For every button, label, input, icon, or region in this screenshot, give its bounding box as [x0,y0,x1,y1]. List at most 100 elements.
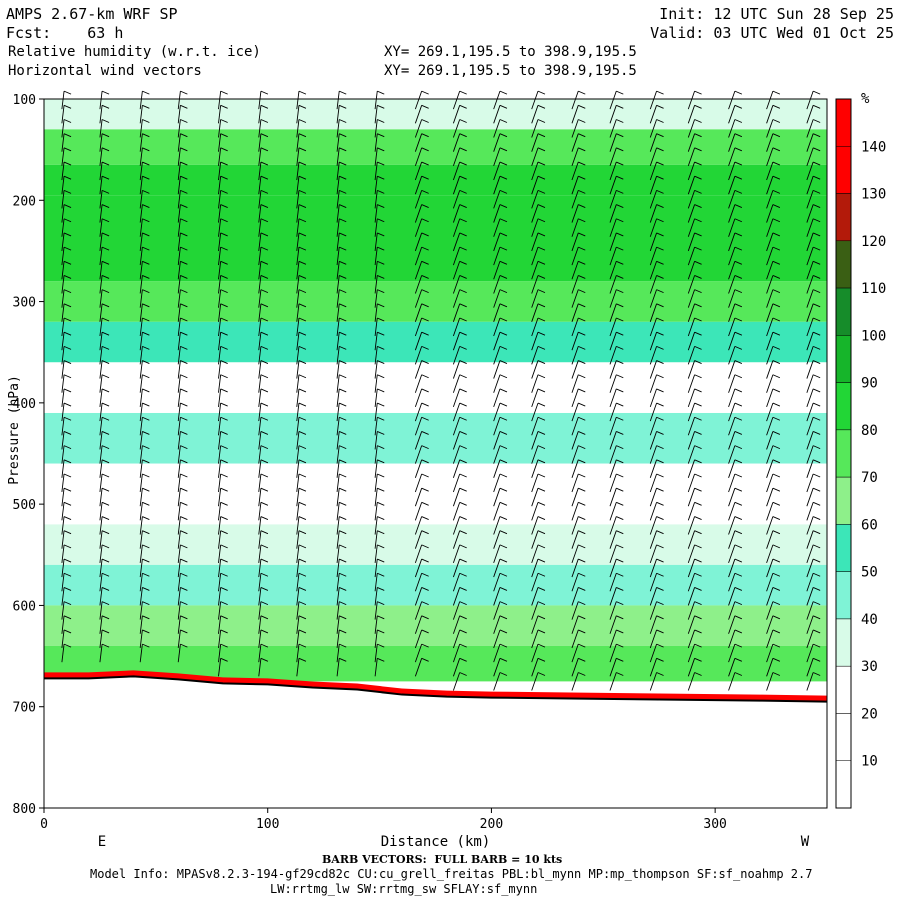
wind-barb-flag-8 [377,374,385,379]
wind-barb-flag-10 [459,303,467,308]
wind-barb-flag-2 [142,558,150,563]
wind-barb-flag-13 [578,133,586,138]
wind-barb-flag-19 [812,445,821,450]
y-tick-label: 700 [13,701,36,716]
wind-barb-shaft-15 [649,204,657,223]
wind-barb-flag-0 [63,530,72,535]
wind-barb-shaft-1 [99,176,103,195]
wind-barb-flag-4 [220,289,228,294]
wind-barb-shaft-1 [99,275,103,294]
wind-barb-flag-10 [459,90,467,95]
wind-barb-flag-15 [656,615,664,620]
wind-barb-flag-7 [339,232,347,237]
wind-barb-flag-14 [616,544,624,549]
wind-barb-shaft-6 [296,544,300,563]
wind-barb-shaft-8 [374,303,378,322]
wind-barb-flag-17 [734,388,743,393]
wind-barb-shaft-10 [452,90,461,110]
wind-barb-shaft-2 [139,615,143,634]
wind-barb-flag-8 [377,402,385,407]
wind-barb-flag-16 [694,572,702,577]
wind-barb-flag-5 [260,360,269,364]
wind-barb-shaft-4 [218,530,222,549]
wind-barb-shaft-19 [806,317,814,337]
y-tick-label: 400 [13,397,36,412]
wind-barb-shaft-17 [728,374,736,393]
xy-range-1: XY= 269.1,195.5 to 398.9,195.5 [384,44,637,60]
wind-barb-flag-1 [101,572,110,577]
wind-barb-shaft-19 [806,176,814,195]
wind-barb-shaft-11 [493,502,501,521]
y-tick-label: 600 [13,599,36,614]
wind-barb-flag-17 [734,303,743,308]
wind-barb-shaft-11 [493,445,501,464]
wind-barb-shaft-19 [806,303,814,322]
wind-barb-shaft-11 [493,332,501,351]
wind-barb-shaft-8 [374,530,378,549]
wind-barb-shaft-5 [258,218,262,237]
wind-barb-shaft-9 [414,232,423,252]
wind-barb-shaft-16 [687,601,696,620]
wind-barb-shaft-5 [258,388,262,407]
wind-barb-flag-10 [459,204,467,208]
wind-barb-shaft-15 [649,417,657,436]
wind-barb-flag-2 [142,530,150,535]
x-tick-label: 0 [40,817,48,832]
wind-barb-shaft-16 [687,161,696,181]
wind-barb-shaft-8 [374,161,378,181]
wind-barb-flag-13 [578,416,586,421]
wind-barb-shaft-8 [374,289,378,308]
wind-barb-shaft-4 [218,629,222,649]
wind-barb-shaft-15 [649,289,657,308]
wind-barb-shaft-15 [649,261,657,280]
wind-barb-shaft-7 [336,644,340,663]
wind-barb-shaft-3 [177,332,181,351]
wind-barb-flag-15 [656,119,664,123]
wind-barb-shaft-2 [139,459,143,478]
wind-barb-shaft-15 [649,672,657,691]
colorbar-segment [835,98,852,147]
wind-barb-shaft-8 [374,502,378,521]
wind-barb-flag-19 [812,147,821,152]
wind-barb-shaft-15 [649,360,657,379]
wind-barb-shaft-12 [531,360,539,379]
wind-barb-shaft-19 [806,615,814,634]
wind-barb-shaft-0 [61,232,65,251]
wind-barb-flag-5 [260,161,269,166]
wind-barb-shaft-0 [61,133,65,152]
wind-barb-shaft-4 [218,573,222,592]
wind-barb-shaft-14 [609,459,617,478]
wind-barb-flag-16 [694,331,702,336]
wind-barb-flag-9 [421,175,429,180]
wind-barb-shaft-7 [336,261,340,280]
wind-barb-flag-8 [377,487,385,492]
wind-barb-shaft-5 [258,403,262,422]
wind-barb-flag-12 [537,119,546,123]
wind-barb-shaft-19 [806,119,814,138]
wind-barb-shaft-10 [452,516,461,535]
wind-barb-flag-13 [578,544,586,549]
wind-barb-shaft-9 [414,629,423,649]
field-label-wind: Horizontal wind vectors [8,63,202,79]
wind-barb-flag-7 [339,431,347,435]
wind-barb-flag-12 [537,147,546,152]
wind-barb-shaft-4 [218,403,222,422]
wind-barb-flag-17 [734,119,743,123]
wind-barb-shaft-17 [728,346,736,365]
wind-barb-shaft-15 [649,388,657,408]
wind-barb-shaft-5 [258,658,262,677]
wind-barb-shaft-18 [766,530,774,549]
wind-barb-shaft-10 [452,431,461,450]
wind-barb-shaft-9 [414,303,423,322]
wind-barb-shaft-14 [609,388,617,408]
wind-barb-shaft-13 [571,601,579,620]
wind-barb-shaft-19 [806,147,814,166]
wind-barb-flag-15 [656,161,664,166]
wind-barb-flag-4 [220,501,228,506]
wind-barb-flag-15 [656,672,664,676]
wind-barb-shaft-12 [531,161,539,181]
wind-barb-shaft-1 [99,317,103,337]
wind-barb-shaft-0 [61,530,65,549]
wind-barb-flag-14 [616,360,624,364]
wind-barb-shaft-6 [296,190,300,209]
